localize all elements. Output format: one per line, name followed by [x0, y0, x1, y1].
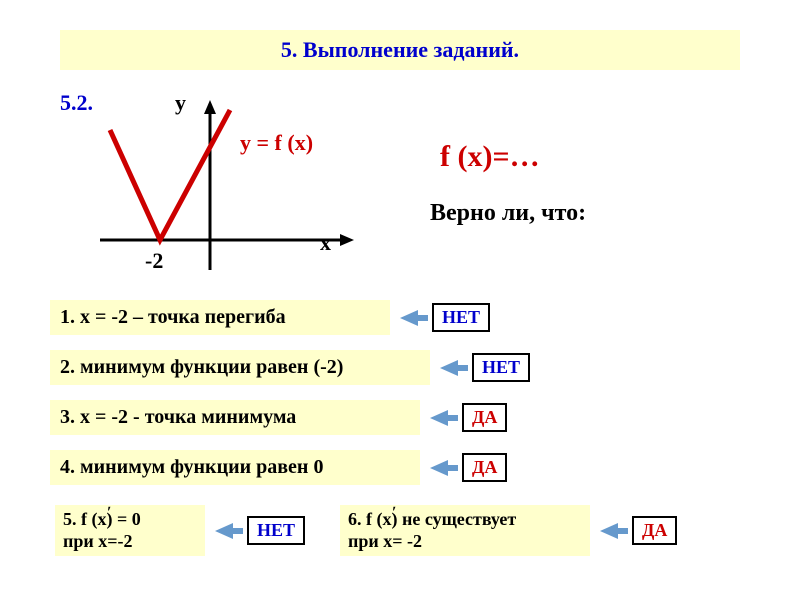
answer-3-box: ДА: [462, 403, 507, 432]
question-row-4: 4. минимум функции равен 0 ДА: [50, 450, 507, 485]
answer-2: НЕТ: [440, 353, 530, 382]
arrow-icon: [400, 310, 428, 326]
answer-1-box: НЕТ: [432, 303, 490, 332]
answer-4-box: ДА: [462, 453, 507, 482]
answer-6: ДА: [600, 516, 677, 545]
question-3-text: 3. x = -2 - точка минимума: [50, 400, 420, 435]
question-row-2: 2. минимум функции равен (-2) НЕТ: [50, 350, 530, 385]
question-row-1: 1. x = -2 – точка перегиба НЕТ: [50, 300, 490, 335]
question-4-text: 4. минимум функции равен 0: [50, 450, 420, 485]
answer-1: НЕТ: [400, 303, 490, 332]
arrow-icon: [430, 460, 458, 476]
arrow-icon: [600, 523, 628, 539]
section-number: 5.2.: [60, 90, 93, 116]
slide-header: 5. Выполнение заданий.: [60, 30, 740, 70]
answer-5: НЕТ: [215, 516, 305, 545]
answer-3: ДА: [430, 403, 507, 432]
answer-5-box: НЕТ: [247, 516, 305, 545]
answer-6-box: ДА: [632, 516, 677, 545]
arrow-icon: [440, 360, 468, 376]
question-2-text: 2. минимум функции равен (-2): [50, 350, 430, 385]
y-axis-label: y: [175, 90, 186, 116]
curve-label: y = f (x): [240, 130, 313, 156]
neg2-label: -2: [145, 248, 163, 274]
question-row-3: 3. x = -2 - точка минимума ДА: [50, 400, 507, 435]
answer-4: ДА: [430, 453, 507, 482]
arrow-icon: [430, 410, 458, 426]
prompt-text: Верно ли, что:: [430, 200, 586, 227]
question-row-6: 6. f (x) не существует ʹ при x= -2 ДА: [340, 505, 677, 556]
question-row-5: 5. f (x) = 0 ʹ при x=-2 НЕТ: [55, 505, 305, 556]
answer-2-box: НЕТ: [472, 353, 530, 382]
arrow-icon: [215, 523, 243, 539]
question-1-text: 1. x = -2 – точка перегиба: [50, 300, 390, 335]
x-axis-label: x: [320, 230, 331, 256]
question-6-text: 6. f (x) не существует ʹ при x= -2: [340, 505, 590, 556]
question-5-text: 5. f (x) = 0 ʹ при x=-2: [55, 505, 205, 556]
fx-label: f (x)=…: [440, 140, 540, 174]
